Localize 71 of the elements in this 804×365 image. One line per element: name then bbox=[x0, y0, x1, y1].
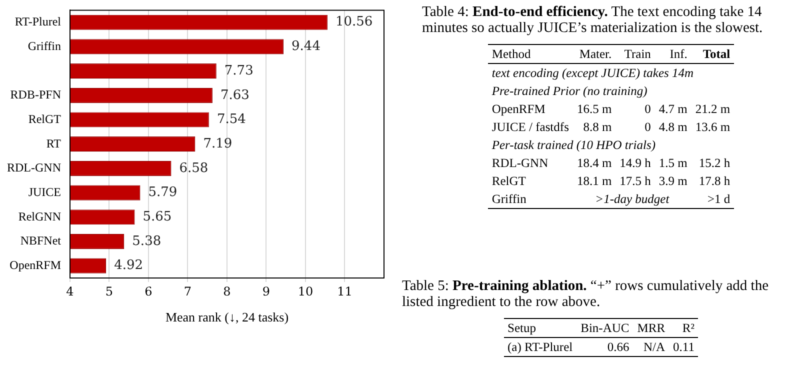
text: Table 5: Pre-training ablation. “+” rows cumulatively add the listed ingredient to the row above. bbox=[402, 278, 770, 310]
y-tick-label: RDB-PFN bbox=[10, 88, 62, 102]
y-tick-label: JUICE bbox=[28, 184, 61, 199]
text: Bin-AUC bbox=[576, 318, 634, 338]
data-label: 5.65 bbox=[142, 210, 172, 225]
y-tick-label: RelGT bbox=[28, 112, 62, 126]
y-tick-label: Griffin bbox=[28, 38, 61, 53]
text: Mater. bbox=[572, 44, 616, 64]
text: Griffin bbox=[490, 191, 528, 208]
x-tick-label: 7 bbox=[184, 284, 192, 298]
x-tick-label: 5 bbox=[105, 284, 114, 298]
data-label: 7.73 bbox=[224, 63, 254, 78]
x-tick-label: 6 bbox=[144, 284, 152, 298]
text: Setup bbox=[504, 318, 577, 338]
text: 18.1 m bbox=[576, 173, 613, 190]
x-tick-label: 11 bbox=[337, 284, 352, 298]
text: 0 bbox=[644, 101, 652, 118]
text: (a) RT-Plurel bbox=[506, 339, 574, 356]
y-tick-label: NBFNet bbox=[20, 234, 62, 248]
text: text encoding (except JUICE) takes 14m bbox=[490, 65, 695, 82]
text: JUICE / fastdfs bbox=[490, 119, 570, 136]
text: 17.5 h bbox=[618, 173, 652, 190]
data-label: 7.63 bbox=[220, 88, 250, 103]
x-tick-label: 8 bbox=[223, 284, 231, 298]
text: 1.5 m bbox=[658, 155, 688, 172]
text: OpenRFM bbox=[490, 101, 546, 118]
x-tick-label: 9 bbox=[262, 284, 270, 298]
text: 0.66 bbox=[606, 339, 630, 356]
x-tick-label: 10 bbox=[298, 284, 314, 298]
text: 15.2 h bbox=[698, 155, 732, 172]
text: 17.8 h bbox=[698, 173, 732, 190]
text: 21.2 m bbox=[694, 101, 732, 118]
text: Pre-trained Prior (no training) bbox=[490, 83, 648, 100]
text: >1-day budget bbox=[594, 191, 670, 208]
x-tick-label: 4 bbox=[66, 284, 74, 298]
data-label: 9.44 bbox=[292, 39, 320, 54]
text: Method bbox=[488, 44, 573, 64]
y-tick-label: OpenRFM bbox=[10, 258, 62, 272]
text: 8.8 m bbox=[582, 119, 613, 136]
text: 3.9 m bbox=[658, 173, 688, 190]
data-label: 4.92 bbox=[114, 258, 144, 274]
text: 13.6 m bbox=[694, 119, 732, 136]
text: 0.11 bbox=[672, 339, 696, 356]
text: 16.5 m bbox=[576, 101, 613, 118]
text: Train bbox=[616, 44, 655, 64]
data-label: 5.38 bbox=[132, 234, 162, 249]
text: >1 d bbox=[706, 191, 732, 208]
data-label: 6.58 bbox=[179, 160, 208, 176]
data-label: 7.19 bbox=[203, 136, 232, 152]
y-tick-label: RDL-GNN bbox=[6, 160, 62, 175]
text: 0 bbox=[644, 119, 652, 136]
text: Total bbox=[691, 44, 734, 64]
data-label: 5.79 bbox=[148, 185, 178, 200]
y-tick-label: RT-Plurel bbox=[14, 14, 62, 29]
text: R² bbox=[669, 318, 698, 338]
text: MRR bbox=[633, 318, 670, 338]
y-tick-label: RelGNN bbox=[18, 209, 62, 224]
text: 14.9 h bbox=[618, 155, 652, 172]
text: Per-task trained (10 HPO trials) bbox=[490, 137, 656, 154]
x-axis-title: Mean rank (↓, 24 tasks) bbox=[165, 310, 289, 325]
text: 4.8 m bbox=[658, 119, 688, 136]
data-label: 10.56 bbox=[335, 14, 373, 30]
text: 18.4 m bbox=[576, 155, 613, 172]
y-tick-label: RT bbox=[46, 136, 62, 150]
text: Inf. bbox=[654, 44, 692, 64]
data-label: 7.54 bbox=[216, 112, 246, 128]
text: RelGT bbox=[490, 173, 527, 190]
text: N/A bbox=[642, 339, 666, 356]
text: Table 4: End-to-end efficiency. The text encoding take 14 minutes so actually JUICE’s materialization is the slowest. bbox=[422, 4, 764, 36]
text: RDL-GNN bbox=[490, 155, 550, 172]
text: 4.7 m bbox=[658, 101, 688, 118]
